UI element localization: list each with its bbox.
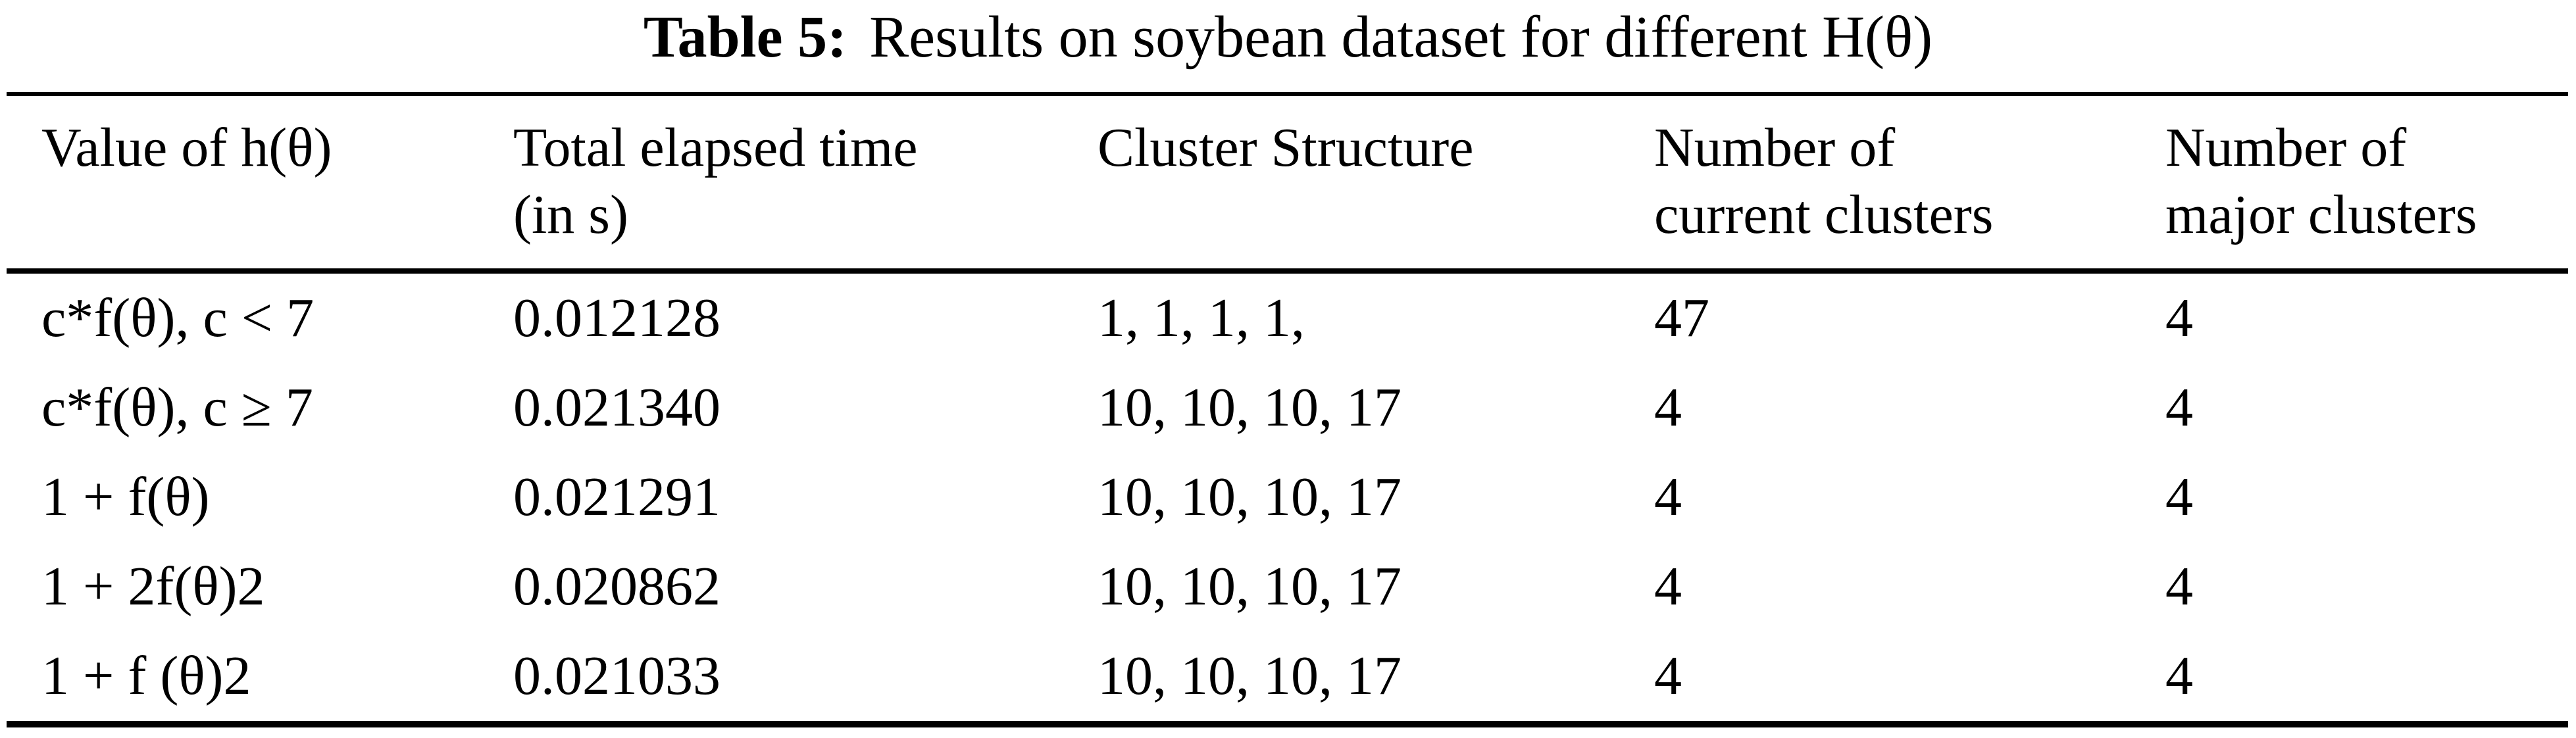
column-header-number-major-clusters: Number of major clusters	[2165, 114, 2568, 249]
table-cell: 4	[2165, 466, 2193, 528]
column-header-total-elapsed-time: Total elapsed time (in s)	[513, 114, 1098, 249]
table-cell: 10, 10, 10, 17	[1098, 377, 1402, 438]
table-cell: 0.021340	[513, 377, 720, 438]
table-cell: 10, 10, 10, 17	[1098, 556, 1402, 617]
table-cell: 4	[1654, 645, 1682, 706]
results-table: Value of h(θ) Total elapsed time (in s) …	[7, 92, 2568, 727]
column-header-line: Value of h(θ)	[41, 117, 332, 178]
table-rule-header-separator	[7, 268, 2568, 274]
table-rule-bottom	[7, 721, 2568, 727]
column-header-line: Number of	[1654, 117, 1896, 178]
table-cell: 1 + 2f(θ)2	[41, 556, 265, 617]
column-header-line: Cluster Structure	[1098, 117, 1474, 178]
table-cell: c*f(θ), c ≥ 7	[41, 377, 313, 438]
table-cell: 0.020862	[513, 556, 720, 617]
table-cell: c*f(θ), c < 7	[41, 287, 315, 349]
table-cell: 4	[2165, 287, 2193, 349]
column-header-cluster-structure: Cluster Structure	[1098, 114, 1654, 249]
column-header-line: (in s)	[513, 184, 628, 245]
table-row: c*f(θ), c < 7 0.012128 1, 1, 1, 1, 47 4	[7, 274, 2568, 363]
table-caption: Table 5: Results on soybean dataset for d…	[0, 1, 2576, 74]
column-header-value-of-h: Value of h(θ)	[41, 114, 513, 249]
table-cell: 1, 1, 1, 1,	[1098, 287, 1305, 349]
table-cell: 47	[1654, 287, 1709, 349]
column-header-line: Number of	[2165, 117, 2407, 178]
table-cell: 0.021033	[513, 645, 720, 706]
table-row: 1 + f (θ)2 0.021033 10, 10, 10, 17 4 4	[7, 631, 2568, 721]
table-cell: 1 + f(θ)	[41, 466, 210, 528]
caption-label: Table 5:	[643, 5, 847, 70]
table-cell: 0.021291	[513, 466, 720, 528]
table-cell: 10, 10, 10, 17	[1098, 466, 1402, 528]
table-cell: 10, 10, 10, 17	[1098, 645, 1402, 706]
caption-text: Results on soybean dataset for different…	[869, 5, 1933, 70]
table-row: 1 + 2f(θ)2 0.020862 10, 10, 10, 17 4 4	[7, 542, 2568, 631]
table-cell: 4	[1654, 556, 1682, 617]
table-cell: 4	[2165, 556, 2193, 617]
table-row: 1 + f(θ) 0.021291 10, 10, 10, 17 4 4	[7, 453, 2568, 542]
table-rule-top	[7, 92, 2568, 96]
table-cell: 0.012128	[513, 287, 720, 349]
column-header-number-current-clusters: Number of current clusters	[1654, 114, 2165, 249]
table-cell: 1 + f (θ)2	[41, 645, 251, 706]
table-cell: 4	[1654, 377, 1682, 438]
table-cell: 4	[2165, 377, 2193, 438]
table-header-row: Value of h(θ) Total elapsed time (in s) …	[7, 96, 2568, 268]
table-cell: 4	[1654, 466, 1682, 528]
column-header-line: Total elapsed time	[513, 117, 918, 178]
column-header-line: current clusters	[1654, 184, 1994, 245]
column-header-line: major clusters	[2165, 184, 2477, 245]
table-cell: 4	[2165, 645, 2193, 706]
table-row: c*f(θ), c ≥ 7 0.021340 10, 10, 10, 17 4 …	[7, 363, 2568, 453]
